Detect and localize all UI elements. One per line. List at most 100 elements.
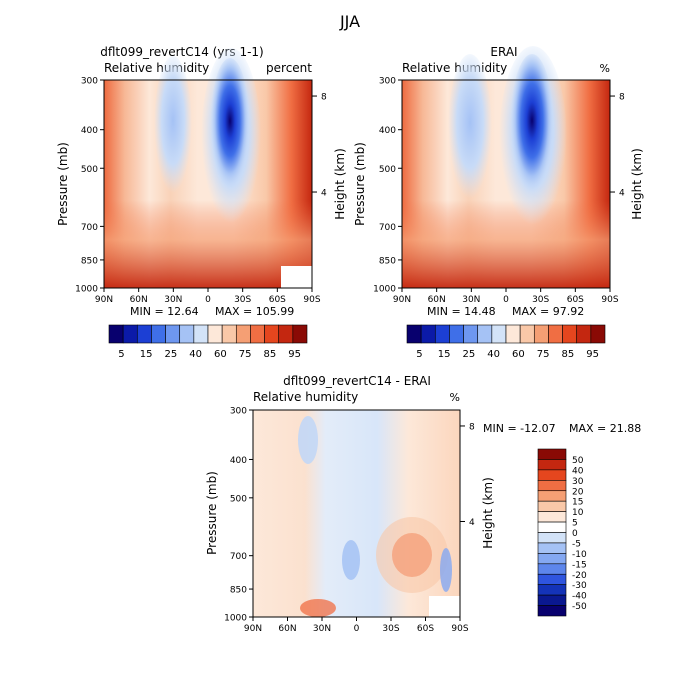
colorbar-label: 15 [572, 498, 583, 508]
panel-difference: dflt099_revertC14 - ERAI Relative humidi… [205, 374, 641, 634]
x-tick-label: 30S [382, 624, 399, 634]
colorbar-swatch [235, 324, 251, 344]
colorbar-swatch [537, 448, 567, 460]
y-axis-label: Pressure (mb) [205, 471, 219, 555]
colorbar-swatch [193, 324, 209, 344]
min-label: MIN = 12.64 [130, 305, 199, 318]
y-right-tick-label: 4 [469, 518, 475, 528]
y-tick-label: 300 [379, 77, 396, 87]
field-dry-core-north [154, 56, 192, 200]
colorbar-swatch [250, 324, 265, 344]
colorbar-label: -40 [572, 592, 587, 602]
colorbar-label: 10 [572, 508, 584, 518]
panel-subtitle-right: % [450, 391, 460, 404]
plot-area [252, 409, 461, 618]
y-tick-label: 300 [81, 77, 98, 87]
plot-area [103, 48, 313, 289]
colorbar-swatch [449, 324, 464, 344]
field-negative-anomaly-upper [298, 416, 318, 464]
colorbar-swatch [519, 324, 535, 344]
panel-title: ERAI [490, 45, 517, 59]
y-axis-ticks: 300 400 500 700 850 1000 [224, 407, 253, 624]
colorbar-swatch [108, 324, 124, 344]
panel-subtitle-left: Relative humidity [253, 390, 358, 404]
colorbar-label: 20 [572, 487, 584, 497]
field-dry-core-south-inner [210, 58, 250, 198]
x-tick-label: 30S [532, 295, 549, 305]
y-axis-right-label: Height (km) [630, 148, 644, 219]
field-negative-anomaly [342, 540, 360, 580]
y-axis-right-label: Height (km) [333, 148, 347, 219]
colorbar-swatch [221, 324, 237, 344]
y-tick-label: 400 [81, 126, 98, 136]
colorbar-swatch [278, 324, 294, 344]
x-axis-ticks: 90N 60N 30N 0 30S 60S 90S [95, 288, 321, 305]
field-dry-core-south-inner [510, 54, 554, 202]
y-right-tick-label: 8 [619, 93, 625, 103]
y-tick-label: 700 [230, 552, 247, 562]
colorbar-label: 85 [264, 349, 277, 360]
max-label: MAX = 97.92 [512, 305, 584, 318]
colorbar-label: 40 [189, 349, 202, 360]
colorbar-swatch [434, 324, 450, 344]
colorbar-label: 40 [487, 349, 500, 360]
missing-data-patch [281, 266, 312, 288]
x-tick-label: 0 [205, 295, 211, 305]
colorbar-label: 0 [572, 529, 578, 539]
x-tick-label: 30N [164, 295, 182, 305]
y-axis-right-ticks: 84 [460, 422, 475, 528]
colorbar-swatch [537, 594, 567, 606]
colorbar-swatch [537, 480, 567, 492]
colorbar-label: -20 [572, 571, 587, 581]
panel-subtitle-left: Relative humidity [402, 61, 507, 75]
x-tick-label: 60S [417, 624, 434, 634]
figure-title: JJA [339, 12, 360, 31]
colorbar-label: 5 [572, 519, 578, 529]
colorbar-swatch [420, 324, 436, 344]
x-tick-label: 60S [269, 295, 286, 305]
y-axis-label: Pressure (mb) [353, 142, 367, 226]
colorbar-swatch [477, 324, 493, 344]
colorbar-swatch [537, 511, 567, 523]
y-tick-label: 850 [230, 586, 247, 596]
colorbar-label: 95 [288, 349, 301, 360]
colorbar-swatch [179, 324, 195, 344]
y-tick-label: 400 [230, 456, 247, 466]
colorbar-label: 60 [214, 349, 227, 360]
y-right-tick-label: 4 [321, 189, 327, 199]
colorbar-label: 15 [140, 349, 153, 360]
x-tick-label: 60N [278, 624, 296, 634]
x-tick-label: 90S [601, 295, 618, 305]
colorbar-swatch [122, 324, 138, 344]
colorbar-label: 60 [512, 349, 525, 360]
colorbar-swatch [463, 324, 479, 344]
y-right-tick-label: 4 [619, 189, 625, 199]
colorbar-label: -30 [572, 581, 587, 591]
colorbar-swatch [537, 553, 567, 565]
field-positive-anomaly-surface [300, 599, 336, 617]
y-axis-ticks: 300 400 500 700 850 1000 [373, 77, 402, 295]
field-negative-anomaly-south [440, 548, 452, 592]
colorbar-label: 5 [118, 349, 124, 360]
colorbar-swatch [537, 563, 567, 575]
colorbar-swatch [537, 542, 567, 554]
y-tick-label: 500 [379, 165, 396, 175]
panel-erai: ERAI Relative humidity % Pressure (mb) H… [353, 45, 644, 360]
panel-subtitle-right: percent [266, 61, 312, 75]
colorbar-swatch [537, 459, 567, 471]
colorbar-swatch [491, 324, 507, 344]
colorbar-label: 40 [572, 466, 584, 476]
colorbar-label: -15 [572, 560, 587, 570]
y-tick-label: 1000 [224, 614, 247, 624]
y-right-tick-label: 8 [469, 422, 475, 432]
colorbar-swatch [151, 324, 166, 344]
y-axis-right-ticks: 84 [312, 93, 327, 199]
x-tick-label: 30N [313, 624, 331, 634]
missing-data-patch [429, 596, 460, 617]
field-positive-anomaly-outer [376, 517, 448, 593]
colorbar-label: 50 [572, 456, 584, 466]
max-label: MAX = 21.88 [569, 422, 641, 435]
x-tick-label: 60N [130, 295, 148, 305]
